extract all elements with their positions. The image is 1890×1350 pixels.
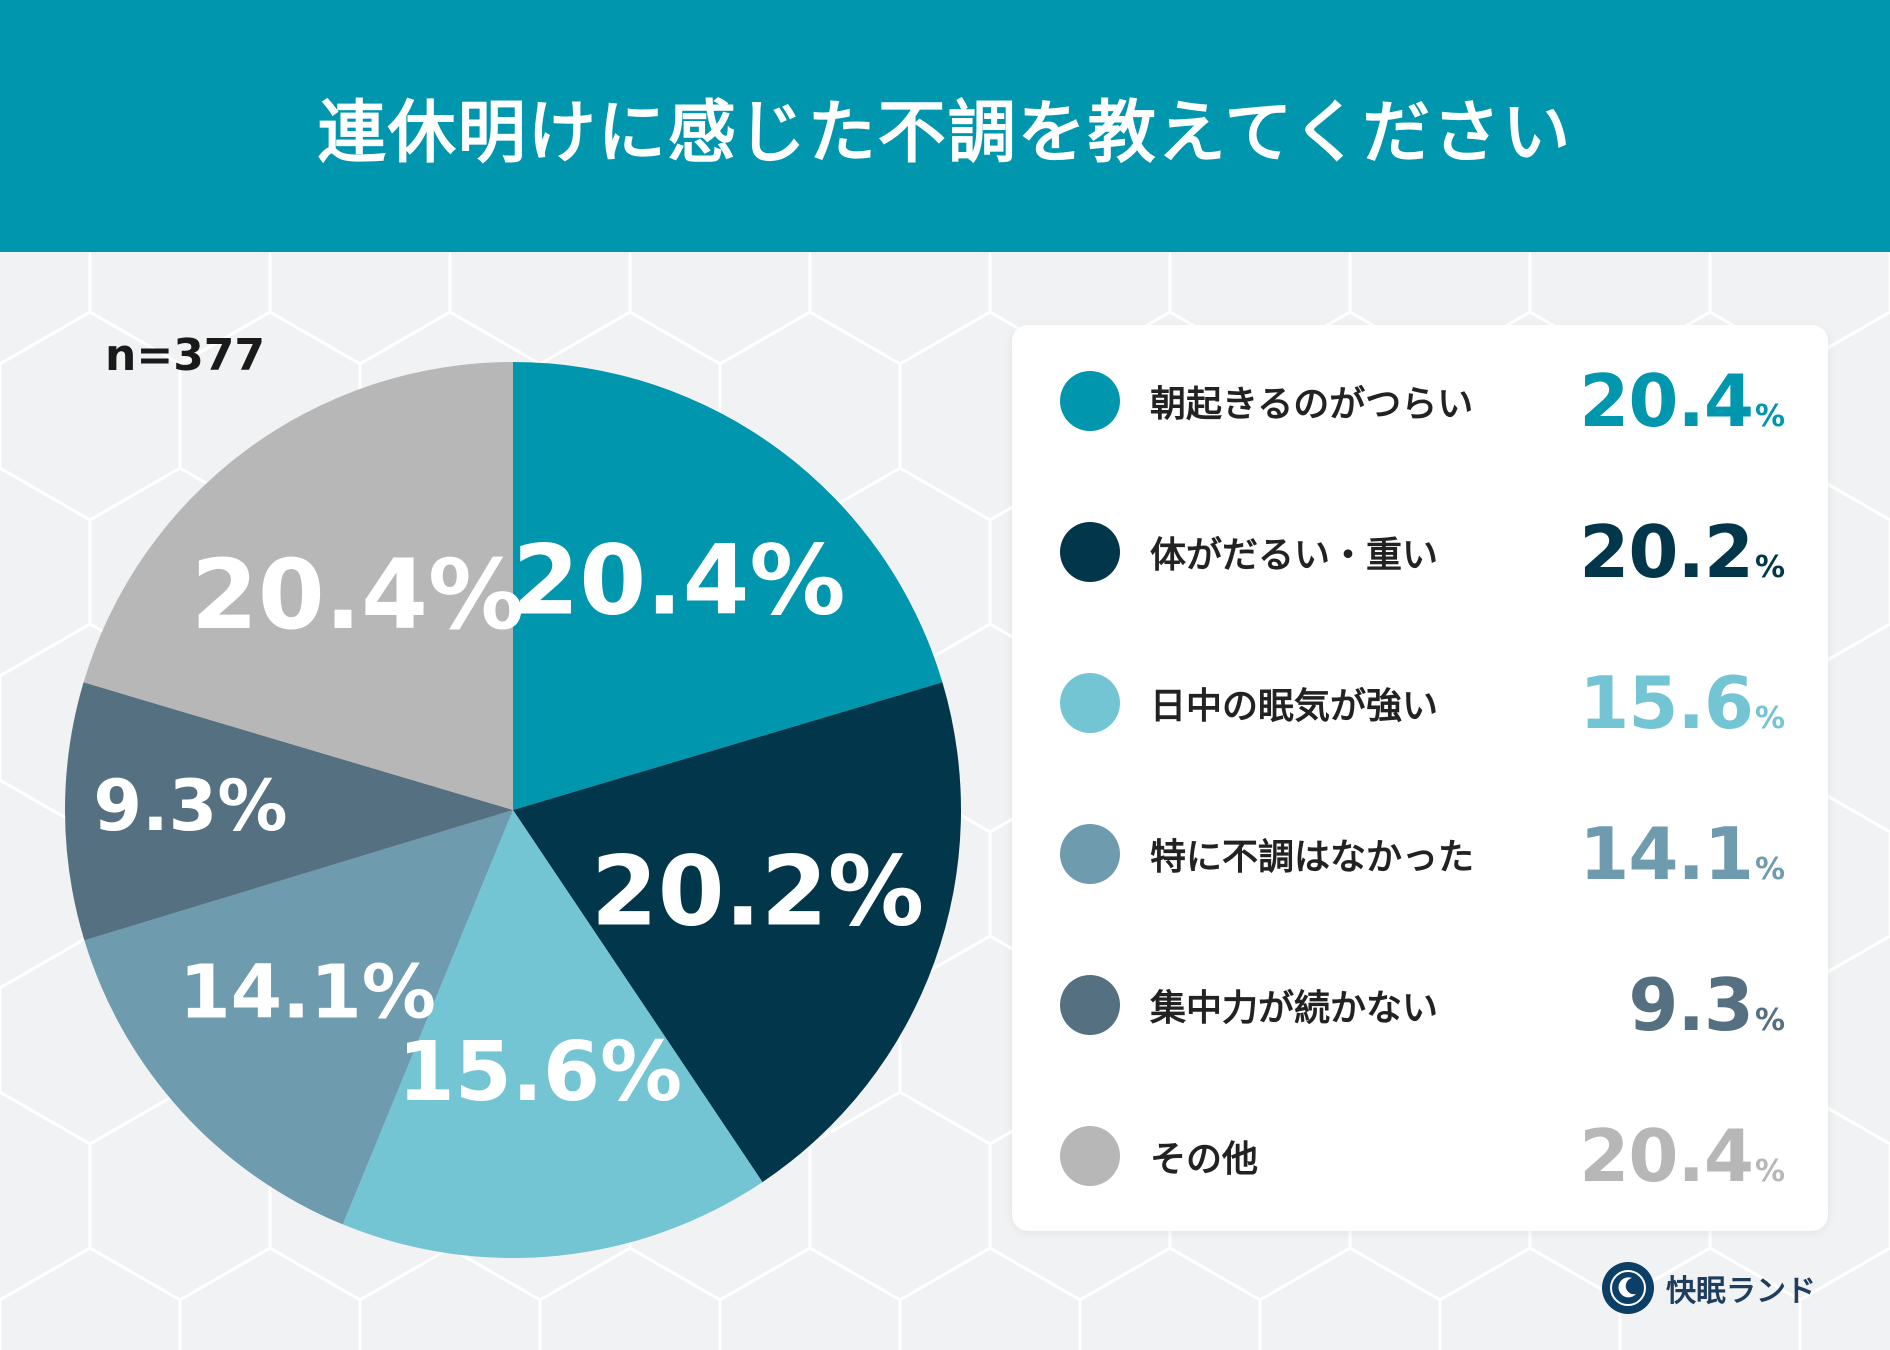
legend-dot-3 [1060,824,1120,884]
pie-slice-3 [84,810,513,1225]
legend-value: 20.4% [1579,1114,1785,1198]
legend-item: 体がだるい・重い 20.2% [1012,510,1828,594]
brand-name: 快眠ランド [1666,1274,1816,1309]
pie-chart: 20.4% 20.2% 15.6%14.1% 9.3% 20.4% [64,362,961,1258]
legend-dot-4 [1060,975,1120,1035]
header-banner: 連休明けに感じた不調を教えてください [0,0,1890,252]
pie-slice-label-3: 14.1% [179,949,436,1035]
pie-slice-label-5: 20.4% [191,539,524,651]
legend-panel: 朝起きるのがつらい 20.4% 体がだるい・重い 20.2% 日中の眠気が強い … [1012,325,1828,1231]
pie-slice-1 [513,682,961,1183]
sleeping-moon-logo-icon [1602,1262,1654,1314]
pie-slice-2 [342,810,763,1258]
legend-dot-1 [1060,522,1120,582]
legend-dot-5 [1060,1126,1120,1186]
legend-item: 集中力が続かない 9.3% [1012,963,1828,1047]
legend-value: 20.2% [1579,510,1785,594]
legend-label: 特に不調はなかった [1150,837,1475,878]
legend-label: 朝起きるのがつらい [1150,384,1474,425]
legend-item: その他 20.4% [1012,1114,1828,1198]
legend-value: 14.1% [1579,812,1785,896]
page-title: 連休明けに感じた不調を教えてください [317,93,1573,173]
pie-slice-5 [83,362,513,810]
pie-slice-label-0: 20.4% [513,525,846,637]
pie-slice-4 [64,682,513,941]
legend-item: 朝起きるのがつらい 20.4% [1012,359,1828,443]
brand-mark: 快眠ランド [1602,1262,1816,1314]
sample-size-label: n=377 [105,330,266,381]
legend-label: その他 [1150,1139,1259,1180]
pie-slice-0 [513,362,943,810]
pie-slice-label-1: 20.2% [591,835,924,947]
legend-dot-0 [1060,371,1120,431]
legend-value: 15.6% [1579,661,1785,745]
pie-slice-label-4: 9.3% [93,765,287,847]
legend-dot-2 [1060,673,1120,733]
legend-value: 9.3% [1628,963,1785,1047]
legend-item: 特に不調はなかった 14.1% [1012,812,1828,896]
legend-item: 日中の眠気が強い 15.6% [1012,661,1828,745]
legend-label: 集中力が続かない [1150,988,1439,1029]
legend-label: 日中の眠気が強い [1150,686,1439,727]
legend-label: 体がだるい・重い [1150,535,1439,576]
pie-slice-label-2: 15.6% [398,1025,682,1120]
legend-value: 20.4% [1579,359,1785,443]
